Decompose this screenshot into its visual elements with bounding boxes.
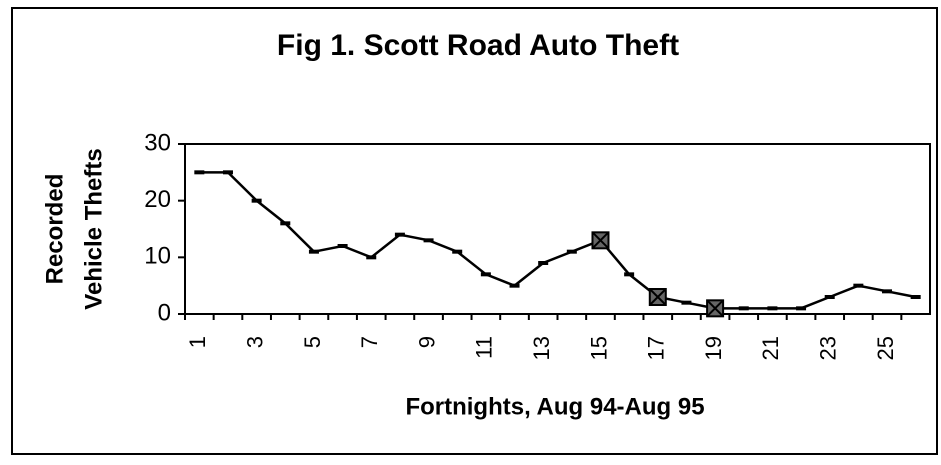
marker xyxy=(853,283,864,288)
marker xyxy=(452,249,463,254)
y-tick-label: 30 xyxy=(144,129,171,156)
x-tick-label: 11 xyxy=(472,336,497,359)
marker xyxy=(624,272,635,277)
marker xyxy=(480,272,491,277)
marker xyxy=(681,300,692,305)
marker xyxy=(366,255,377,260)
marker xyxy=(251,198,262,203)
marker xyxy=(796,306,807,311)
chart-title: Fig 1. Scott Road Auto Theft xyxy=(277,29,679,62)
x-tick-label: 1 xyxy=(185,336,210,348)
marker xyxy=(222,170,233,175)
marker xyxy=(538,261,549,265)
marker xyxy=(882,289,893,294)
x-tick-label: 13 xyxy=(529,336,554,360)
marker xyxy=(337,244,348,248)
marker xyxy=(566,249,577,254)
marker xyxy=(591,231,610,250)
marker xyxy=(423,238,434,243)
x-tick-label: 23 xyxy=(816,336,841,360)
y-tick-label: 0 xyxy=(158,299,171,326)
marker xyxy=(509,283,520,288)
y-tick-label: 10 xyxy=(144,243,171,270)
x-tick-label: 5 xyxy=(300,336,325,348)
x-tick-label: 7 xyxy=(357,336,382,348)
x-tick-label: 9 xyxy=(414,336,439,348)
marker xyxy=(910,295,921,299)
x-tick-label: 15 xyxy=(586,336,611,360)
marker xyxy=(194,170,205,175)
y-tick-label: 20 xyxy=(144,186,171,213)
marker xyxy=(280,221,291,226)
x-axis-label: Fortnights, Aug 94-Aug 95 xyxy=(405,393,704,420)
x-tick-label: 3 xyxy=(242,336,267,348)
x-tick-label: 19 xyxy=(701,336,726,360)
x-tick-label: 17 xyxy=(644,336,669,360)
marker xyxy=(394,232,405,237)
x-tick-label: 21 xyxy=(758,336,783,360)
marker xyxy=(706,299,725,318)
marker xyxy=(308,249,319,254)
marker xyxy=(824,295,835,299)
y-axis-label: Recorded xyxy=(41,174,68,285)
frame xyxy=(11,7,938,455)
x-tick-label: 25 xyxy=(873,336,898,360)
marker xyxy=(648,288,667,306)
y-axis-label: Vehicle Thefts xyxy=(80,148,107,309)
marker xyxy=(767,306,778,311)
marker xyxy=(738,306,749,311)
